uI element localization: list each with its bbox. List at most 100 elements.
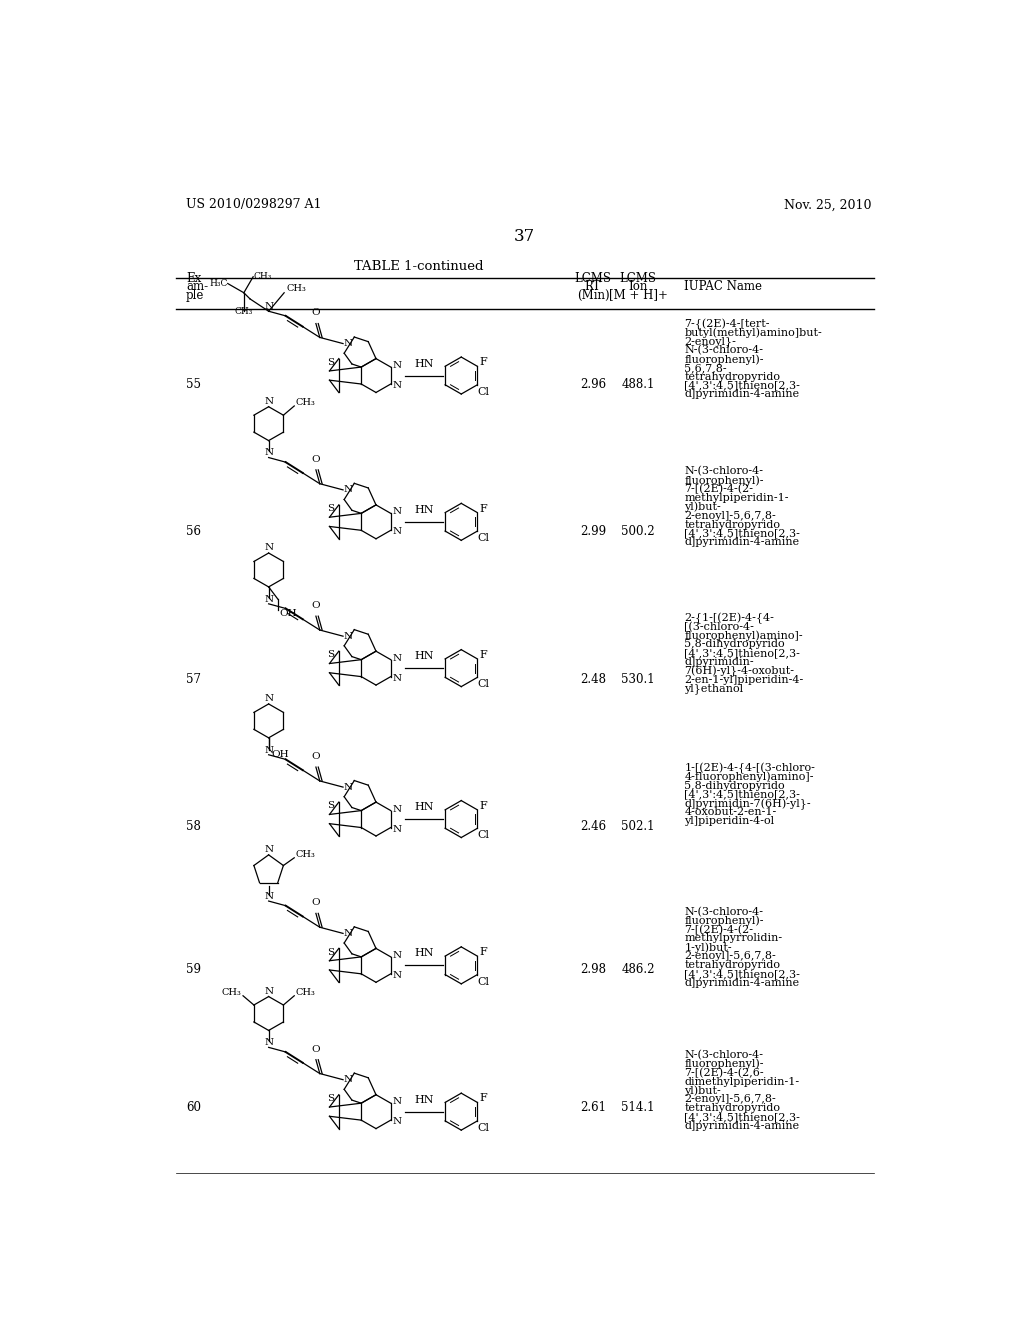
Text: S: S bbox=[327, 358, 334, 367]
Text: N: N bbox=[264, 595, 273, 603]
Text: 56: 56 bbox=[186, 524, 201, 537]
Text: [4',3':4,5]thieno[2,3-: [4',3':4,5]thieno[2,3- bbox=[684, 648, 801, 659]
Text: N: N bbox=[264, 986, 273, 995]
Text: N: N bbox=[264, 845, 273, 854]
Text: CH₃: CH₃ bbox=[296, 399, 315, 408]
Text: HN: HN bbox=[415, 651, 434, 661]
Text: S: S bbox=[327, 504, 334, 513]
Text: N: N bbox=[343, 486, 352, 495]
Text: tetrahydropyrido: tetrahydropyrido bbox=[684, 372, 780, 381]
Text: yl)but-: yl)but- bbox=[684, 1085, 721, 1096]
Text: F: F bbox=[479, 649, 487, 660]
Text: S: S bbox=[327, 801, 334, 810]
Text: [M + H]+: [M + H]+ bbox=[608, 289, 668, 301]
Text: F: F bbox=[479, 504, 487, 513]
Text: 500.2: 500.2 bbox=[622, 524, 654, 537]
Text: 1-[(2E)-4-{4-[(3-chloro-: 1-[(2E)-4-{4-[(3-chloro- bbox=[684, 763, 815, 775]
Text: N: N bbox=[264, 1039, 273, 1047]
Text: N: N bbox=[264, 746, 273, 755]
Text: OH: OH bbox=[280, 609, 297, 618]
Text: LCMS: LCMS bbox=[620, 272, 656, 285]
Text: 2-enoyl]-5,6,7,8-: 2-enoyl]-5,6,7,8- bbox=[684, 511, 776, 520]
Text: N: N bbox=[392, 972, 401, 979]
Text: 5,8-dihydropyrido: 5,8-dihydropyrido bbox=[684, 639, 785, 649]
Text: N-(3-chloro-4-: N-(3-chloro-4- bbox=[684, 466, 764, 477]
Text: N: N bbox=[392, 528, 401, 536]
Text: 5,8-dihydropyrido: 5,8-dihydropyrido bbox=[684, 780, 785, 791]
Text: 2-en-1-yl]piperidin-4-: 2-en-1-yl]piperidin-4- bbox=[684, 675, 804, 685]
Text: 2-enoyl]-5,6,7,8-: 2-enoyl]-5,6,7,8- bbox=[684, 1094, 776, 1105]
Text: CH₃: CH₃ bbox=[234, 306, 253, 315]
Text: O: O bbox=[311, 454, 321, 463]
Text: tetrahydropyrido: tetrahydropyrido bbox=[684, 1104, 780, 1113]
Text: d]pyrimidin-4-amine: d]pyrimidin-4-amine bbox=[684, 978, 800, 987]
Text: N: N bbox=[392, 673, 401, 682]
Text: LCMS: LCMS bbox=[574, 272, 611, 285]
Text: O: O bbox=[311, 1044, 321, 1053]
Text: 58: 58 bbox=[186, 820, 201, 833]
Text: 37: 37 bbox=[514, 227, 536, 244]
Text: Ex-: Ex- bbox=[186, 272, 205, 285]
Text: 59: 59 bbox=[186, 964, 201, 977]
Text: CH₃: CH₃ bbox=[253, 272, 271, 281]
Text: d]pyrimidin-4-amine: d]pyrimidin-4-amine bbox=[684, 537, 800, 548]
Text: Cl: Cl bbox=[477, 977, 488, 986]
Text: N: N bbox=[264, 543, 273, 552]
Text: HN: HN bbox=[415, 949, 434, 958]
Text: d]pyrimidin-4-amine: d]pyrimidin-4-amine bbox=[684, 1121, 800, 1131]
Text: 2-enoyl]-5,6,7,8-: 2-enoyl]-5,6,7,8- bbox=[684, 952, 776, 961]
Text: 7-[(2E)-4-(2-: 7-[(2E)-4-(2- bbox=[684, 924, 754, 935]
Text: [4',3':4,5]thieno[2,3-: [4',3':4,5]thieno[2,3- bbox=[684, 969, 801, 979]
Text: N: N bbox=[392, 950, 401, 960]
Text: N: N bbox=[264, 892, 273, 902]
Text: Cl: Cl bbox=[477, 533, 488, 543]
Text: CH₃: CH₃ bbox=[296, 989, 315, 997]
Text: 2.61: 2.61 bbox=[580, 1101, 606, 1114]
Text: 2.98: 2.98 bbox=[580, 964, 606, 977]
Text: 1-yl)but-: 1-yl)but- bbox=[684, 942, 732, 953]
Text: N: N bbox=[392, 362, 401, 370]
Text: 57: 57 bbox=[186, 673, 201, 686]
Text: tetrahydropyrido: tetrahydropyrido bbox=[684, 960, 780, 970]
Text: N: N bbox=[264, 449, 273, 458]
Text: CH₃: CH₃ bbox=[287, 284, 306, 293]
Text: Cl: Cl bbox=[477, 387, 488, 397]
Text: N: N bbox=[343, 339, 352, 348]
Text: N: N bbox=[392, 653, 401, 663]
Text: US 2010/0298297 A1: US 2010/0298297 A1 bbox=[186, 198, 322, 211]
Text: am-: am- bbox=[186, 280, 208, 293]
Text: [4',3':4,5]thieno[2,3-: [4',3':4,5]thieno[2,3- bbox=[684, 528, 801, 539]
Text: 4-fluorophenyl)amino]-: 4-fluorophenyl)amino]- bbox=[684, 772, 814, 783]
Text: N: N bbox=[343, 929, 352, 939]
Text: HN: HN bbox=[415, 359, 434, 368]
Text: [4',3':4,5]thieno[2,3-: [4',3':4,5]thieno[2,3- bbox=[684, 1111, 801, 1122]
Text: Cl: Cl bbox=[477, 830, 488, 841]
Text: fluorophenyl)-: fluorophenyl)- bbox=[684, 916, 764, 927]
Text: Ion: Ion bbox=[629, 280, 647, 293]
Text: [(3-chloro-4-: [(3-chloro-4- bbox=[684, 622, 755, 632]
Text: dimethylpiperidin-1-: dimethylpiperidin-1- bbox=[684, 1077, 800, 1086]
Text: N-(3-chloro-4-: N-(3-chloro-4- bbox=[684, 1051, 764, 1060]
Text: 486.2: 486.2 bbox=[622, 964, 654, 977]
Text: d]pyrimidin-7(6H)-yl}-: d]pyrimidin-7(6H)-yl}- bbox=[684, 799, 811, 809]
Text: F: F bbox=[479, 358, 487, 367]
Text: 502.1: 502.1 bbox=[622, 820, 654, 833]
Text: 5,6,7,8-: 5,6,7,8- bbox=[684, 363, 727, 372]
Text: 7-[(2E)-4-(2,6-: 7-[(2E)-4-(2,6- bbox=[684, 1068, 764, 1078]
Text: 2.46: 2.46 bbox=[580, 820, 606, 833]
Text: O: O bbox=[311, 601, 321, 610]
Text: CH₃: CH₃ bbox=[221, 989, 242, 997]
Text: N: N bbox=[392, 507, 401, 516]
Text: N: N bbox=[392, 825, 401, 833]
Text: 2.96: 2.96 bbox=[580, 378, 606, 391]
Text: N: N bbox=[343, 783, 352, 792]
Text: methylpyrrolidin-: methylpyrrolidin- bbox=[684, 933, 782, 944]
Text: S: S bbox=[327, 948, 334, 957]
Text: S: S bbox=[327, 1094, 334, 1104]
Text: OH: OH bbox=[271, 750, 289, 759]
Text: HN: HN bbox=[415, 803, 434, 812]
Text: N: N bbox=[392, 381, 401, 389]
Text: 530.1: 530.1 bbox=[622, 673, 654, 686]
Text: N: N bbox=[343, 632, 352, 640]
Text: TABLE 1-continued: TABLE 1-continued bbox=[354, 260, 483, 273]
